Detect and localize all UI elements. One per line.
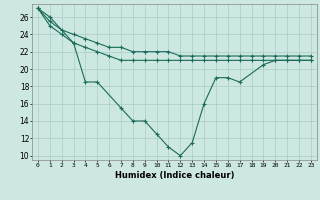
X-axis label: Humidex (Indice chaleur): Humidex (Indice chaleur) [115, 171, 234, 180]
